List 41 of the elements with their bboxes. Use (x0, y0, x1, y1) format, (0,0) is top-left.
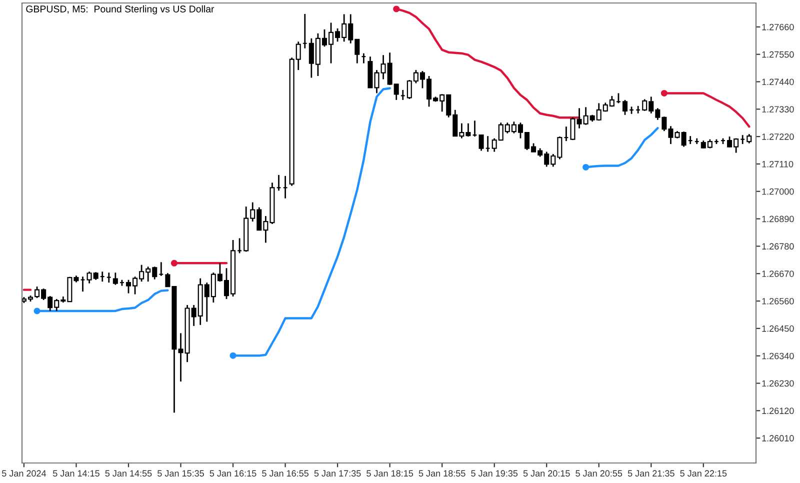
x-tick-label: 5 Jan 22:15 (680, 470, 727, 477)
y-tick-label: 1.27660 (762, 24, 794, 30)
y-tick-label: 1.26560 (762, 298, 794, 304)
x-tick-label: 5 Jan 20:55 (576, 470, 622, 477)
point (660, 90, 668, 96)
point (170, 260, 178, 266)
candlestick (112, 272, 118, 286)
y-tick-label: 1.26120 (762, 408, 794, 414)
candlestick (746, 133, 752, 144)
x-tick-label: 5 Jan 21:35 (628, 470, 674, 477)
y-tick-label: 1.26890 (762, 216, 794, 222)
point (582, 164, 590, 170)
y-tick-label: 1.26010 (762, 435, 794, 442)
y-tick-label: 1.26340 (762, 352, 794, 360)
y-tick-label: 1.27440 (762, 78, 794, 86)
point (230, 352, 236, 359)
y-tick-label: 1.26780 (762, 243, 794, 250)
point (393, 6, 400, 12)
chart-title: GBPUSD, M5: Pound Sterling vs US Dollar (26, 5, 214, 14)
x-tick-label: 5 Jan 20:15 (523, 470, 570, 477)
x-tick-label: 5 Jan 18:15 (366, 470, 414, 477)
candlestick (622, 99, 628, 116)
y-tick-label: 1.26230 (762, 380, 794, 387)
x-tick-label: 5 Jan 15:35 (158, 470, 204, 477)
x-tick-label: 5 Jan 18:55 (418, 470, 466, 477)
candlestick (478, 134, 484, 152)
x-tick-label: 5 Jan 17:35 (314, 470, 361, 477)
point (34, 308, 40, 314)
x-tick-label: 5 Jan 19:35 (471, 470, 518, 477)
x-tick-label: 5 Jan 16:15 (210, 470, 256, 477)
y-tick-label: 1.26450 (762, 325, 794, 332)
y-tick-label: 1.27000 (762, 188, 794, 195)
x-tick-label: 5 Jan 14:15 (52, 470, 100, 477)
y-tick-label: 1.26670 (762, 270, 794, 277)
x-tick-label: 5 Jan 14:55 (105, 470, 152, 477)
y-tick-label: 1.27110 (762, 160, 794, 168)
x-tick-label: 5 Jan 16:55 (262, 470, 308, 477)
y-tick-label: 1.27220 (762, 134, 794, 140)
y-tick-label: 1.27330 (762, 106, 794, 113)
y-tick-label: 1.27550 (762, 51, 794, 58)
x-tick-label: 5 Jan 2024 (2, 470, 46, 477)
